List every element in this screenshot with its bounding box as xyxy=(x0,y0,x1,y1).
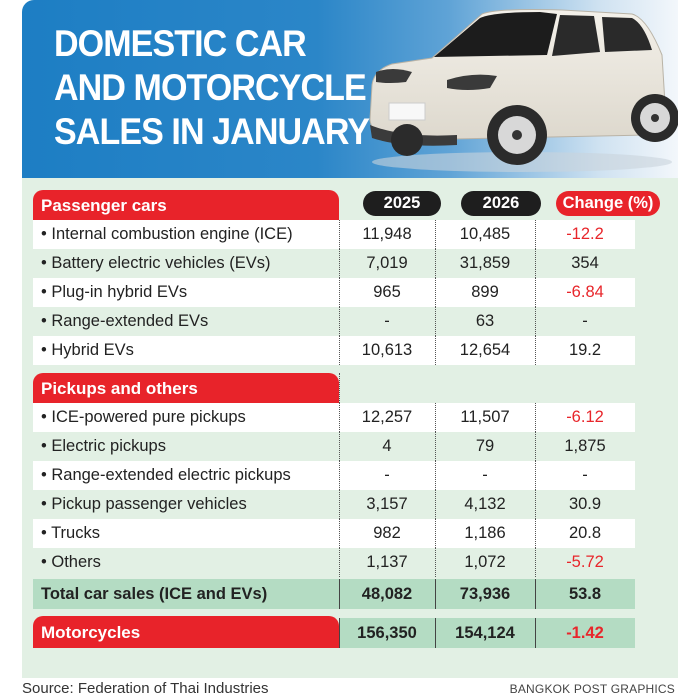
row-label: • Internal combustion engine (ICE) xyxy=(33,220,339,249)
value-change: 30.9 xyxy=(568,495,602,513)
row-label: • Trucks xyxy=(33,519,339,548)
row-label: • Pickup passenger vehicles xyxy=(41,495,247,513)
section-spacer xyxy=(339,373,635,403)
total-2026: 73,936 xyxy=(459,585,511,603)
value-change: -6.84 xyxy=(566,283,604,301)
row-label: • Hybrid EVs xyxy=(33,336,339,365)
row-label: • ICE-powered pure pickups xyxy=(33,403,339,432)
value-change: 20.8 xyxy=(568,524,602,542)
row-label: • Plug-in hybrid EVs xyxy=(33,278,339,307)
title-line-1: DOMESTIC CAR xyxy=(54,23,307,64)
total-row: Total car sales (ICE and EVs) 48,082 73,… xyxy=(33,579,635,609)
motorcycles-change: -1.42 xyxy=(566,624,604,642)
title-line-2: AND MOTORCYCLE xyxy=(54,67,367,108)
motorcycles-2025: 156,350 xyxy=(357,624,417,642)
value-2026: 79 xyxy=(475,437,495,455)
value-2026: - xyxy=(482,466,488,484)
value-2026: 899 xyxy=(471,283,499,301)
column-header-2025: 2025 xyxy=(363,191,441,216)
row-label: • Others xyxy=(41,553,101,571)
table-row: • Others 1,137 1,072 -5.72 xyxy=(33,548,635,577)
row-label: • Range-extended electric pickups xyxy=(33,461,339,490)
table-row: • Pickup passenger vehicles 3,157 4,132 … xyxy=(33,490,635,519)
value-change: 19.2 xyxy=(568,341,602,359)
value-2026: 12,654 xyxy=(459,341,511,359)
value-2026: 10,485 xyxy=(459,225,511,243)
total-change: 53.8 xyxy=(568,585,602,603)
value-change: -12.2 xyxy=(566,225,604,243)
title-banner: DOMESTIC CAR AND MOTORCYCLE SALES IN JAN… xyxy=(22,0,678,178)
table-row: • ICE-powered pure pickups 12,257 11,507… xyxy=(33,403,635,432)
table-row: • Plug-in hybrid EVs 965 899 -6.84 xyxy=(33,278,635,307)
value-2026: 4,132 xyxy=(464,495,506,513)
motorcycles-label: Motorcycles xyxy=(33,616,339,648)
graphics-credit: BANGKOK POST GRAPHICS xyxy=(509,682,675,696)
column-header-2026: 2026 xyxy=(461,191,541,216)
value-2025: 1,137 xyxy=(366,553,408,571)
section-header-passenger-cars: Passenger cars xyxy=(33,190,339,220)
table-row: • Range-extended EVs - 63 - xyxy=(33,307,635,336)
table-row: • Internal combustion engine (ICE) 11,94… xyxy=(33,220,635,249)
total-2025: 48,082 xyxy=(361,585,413,603)
source-note: Source: Federation of Thai Industries xyxy=(22,680,269,697)
table-row: • Trucks 982 1,186 20.8 xyxy=(33,519,635,548)
value-change: 1,875 xyxy=(564,437,606,455)
value-2026: 1,072 xyxy=(464,553,506,571)
section-header-pickups: Pickups and others xyxy=(33,373,339,403)
value-change: 354 xyxy=(571,254,599,272)
column-header-change: Change (%) xyxy=(556,191,660,216)
value-change: - xyxy=(582,466,588,484)
value-2026: 31,859 xyxy=(459,254,511,272)
value-2025: 11,948 xyxy=(362,225,412,243)
value-2025: 7,019 xyxy=(366,254,408,272)
value-2025: - xyxy=(384,312,390,330)
value-change: - xyxy=(582,312,588,330)
value-2025: 4 xyxy=(382,437,392,455)
table-row: • Range-extended electric pickups - - - xyxy=(33,461,635,490)
value-2025: 965 xyxy=(373,283,401,301)
row-label: • Range-extended EVs xyxy=(41,312,209,330)
value-2025: 982 xyxy=(373,524,401,542)
value-2025: 12,257 xyxy=(361,408,413,426)
car-illustration xyxy=(369,9,678,172)
value-2025: 3,157 xyxy=(366,495,408,513)
page-title: DOMESTIC CAR AND MOTORCYCLE SALES IN JAN… xyxy=(54,22,370,154)
value-2026: 1,186 xyxy=(464,524,506,542)
value-2026: 11,507 xyxy=(460,408,510,426)
motorcycles-row: Motorcycles 156,350 154,124 -1.42 xyxy=(33,616,635,648)
value-2026: 63 xyxy=(475,312,495,330)
row-label: • Battery electric vehicles (EVs) xyxy=(41,254,271,272)
value-2025: 10,613 xyxy=(361,341,413,359)
title-line-3: SALES IN JANUARY xyxy=(54,111,370,152)
table-row: • Battery electric vehicles (EVs) 7,019 … xyxy=(33,249,635,278)
value-change: -6.12 xyxy=(566,408,604,426)
row-label: • Electric pickups xyxy=(41,437,166,455)
table-row: • Electric pickups 4 79 1,875 xyxy=(33,432,635,461)
total-label: Total car sales (ICE and EVs) xyxy=(33,579,339,609)
value-change: -5.72 xyxy=(566,553,604,571)
value-2025: - xyxy=(384,466,390,484)
motorcycles-2026: 154,124 xyxy=(455,624,515,642)
table-row: • Hybrid EVs 10,613 12,654 19.2 xyxy=(33,336,635,365)
